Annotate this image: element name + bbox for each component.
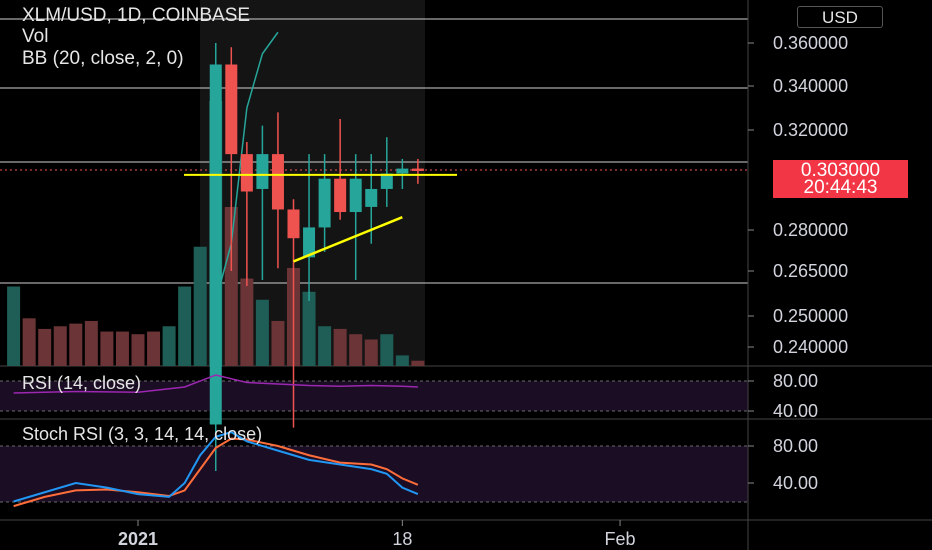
stoch-d-line [13, 437, 419, 508]
volume-legend: Vol [22, 26, 49, 47]
price-axis-label: 0.280000 [773, 220, 848, 240]
volume-bar [349, 334, 363, 366]
volume-bar [100, 331, 114, 366]
candle-body [380, 173, 393, 189]
volume-bar [333, 328, 347, 366]
volume-bar [69, 323, 83, 366]
rsi-axis-label: 80.00 [773, 371, 818, 391]
candle-body [271, 154, 284, 210]
volume-bar [271, 320, 285, 366]
bollinger-legend: BB (20, close, 2, 0) [22, 48, 184, 69]
stoch-axis-label: 40.00 [773, 473, 818, 493]
volume-bar [395, 355, 409, 366]
volume-bar [364, 339, 378, 366]
volume-bar [131, 334, 145, 366]
candle-body [396, 168, 409, 174]
volume-bar [255, 299, 269, 366]
price-axis-label: 0.265000 [773, 261, 848, 281]
currency-button[interactable]: USD [797, 6, 883, 28]
candle-body [349, 178, 362, 213]
volume-bar [411, 360, 425, 366]
volume-bar [240, 278, 254, 366]
current-price-tag: 0.303000 [773, 160, 908, 182]
bollinger-line [215, 31, 279, 302]
stoch-axis-label: 80.00 [773, 436, 818, 456]
candle-body [365, 188, 378, 207]
volume-bar [380, 334, 394, 366]
candle-body [411, 168, 424, 171]
rsi-legend: RSI (14, close) [22, 373, 142, 393]
stoch-rsi-legend: Stoch RSI (3, 3, 14, 14, close) [22, 424, 263, 444]
volume-bar [115, 331, 129, 366]
price-axis-label: 0.250000 [773, 306, 848, 326]
volume-bar [162, 326, 176, 366]
trendline [293, 216, 403, 263]
volume-bar [38, 328, 52, 366]
candle-body [209, 64, 222, 425]
time-axis-label: Feb [605, 529, 636, 549]
stoch-band [0, 446, 748, 502]
rsi-axis-label: 40.00 [773, 401, 818, 421]
volume-bar [318, 326, 332, 366]
volume-bar [302, 291, 316, 366]
volume-bar [178, 286, 192, 366]
volume-bar [193, 246, 207, 366]
volume-bar [7, 286, 21, 366]
candle-body [240, 154, 253, 192]
candle-countdown: 20:44:43 [773, 178, 908, 198]
candle-body [303, 227, 316, 258]
time-axis-label: 2021 [118, 529, 158, 549]
price-axis-label: 0.340000 [773, 76, 848, 96]
candle-body [318, 178, 331, 228]
candle-body [287, 209, 300, 239]
candle-body [334, 178, 347, 213]
stoch-k-line [13, 431, 419, 503]
volume-bar [53, 326, 67, 366]
volume-bar [147, 331, 161, 366]
volume-bar [224, 207, 238, 366]
candle-body [225, 64, 238, 155]
candle-body [256, 154, 269, 189]
rsi-line [13, 374, 418, 394]
symbol-title: XLM/USD, 1D, COINBASE [22, 5, 251, 26]
price-axis-label: 0.320000 [773, 120, 848, 140]
price-axis-label: 0.360000 [773, 33, 848, 53]
volume-bar [22, 318, 36, 366]
time-axis-label: 18 [392, 529, 412, 549]
price-axis-label: 0.240000 [773, 337, 848, 357]
volume-bar [84, 320, 98, 366]
